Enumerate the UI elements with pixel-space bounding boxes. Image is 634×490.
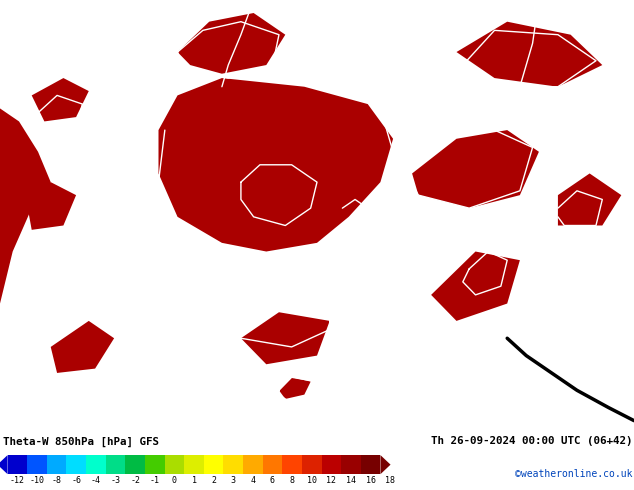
Text: -1: -1 — [150, 476, 160, 486]
Text: 18: 18 — [385, 476, 395, 486]
Text: -6: -6 — [71, 476, 81, 486]
Bar — [184, 455, 204, 474]
Polygon shape — [51, 321, 114, 373]
Text: -4: -4 — [91, 476, 101, 486]
Bar — [341, 455, 361, 474]
Text: 1: 1 — [191, 476, 197, 486]
Bar — [321, 455, 341, 474]
Bar — [223, 455, 243, 474]
Bar — [27, 455, 47, 474]
Bar — [145, 455, 165, 474]
Polygon shape — [412, 130, 539, 208]
Text: 3: 3 — [231, 476, 236, 486]
Bar — [243, 455, 262, 474]
Polygon shape — [235, 173, 317, 234]
Bar — [262, 455, 282, 474]
Text: -10: -10 — [30, 476, 44, 486]
Polygon shape — [558, 173, 621, 225]
Bar — [106, 455, 126, 474]
Polygon shape — [0, 108, 51, 304]
Text: Theta-W 850hPa [hPa] GFS: Theta-W 850hPa [hPa] GFS — [3, 437, 159, 447]
Polygon shape — [456, 22, 602, 87]
Polygon shape — [32, 78, 89, 122]
Text: 0: 0 — [172, 476, 177, 486]
Text: -2: -2 — [130, 476, 140, 486]
Text: -8: -8 — [51, 476, 61, 486]
Bar — [282, 455, 302, 474]
Bar — [361, 455, 380, 474]
Bar — [67, 455, 86, 474]
Text: 2: 2 — [211, 476, 216, 486]
Polygon shape — [158, 78, 393, 251]
Text: 4: 4 — [250, 476, 256, 486]
Text: -12: -12 — [10, 476, 25, 486]
Polygon shape — [241, 312, 330, 364]
Text: -3: -3 — [110, 476, 120, 486]
Text: 6: 6 — [270, 476, 275, 486]
Polygon shape — [380, 455, 391, 474]
Text: 8: 8 — [290, 476, 295, 486]
Polygon shape — [279, 377, 311, 399]
Text: 12: 12 — [327, 476, 337, 486]
Text: 14: 14 — [346, 476, 356, 486]
Bar — [86, 455, 106, 474]
Bar — [8, 455, 27, 474]
Bar — [165, 455, 184, 474]
Text: 10: 10 — [307, 476, 317, 486]
Polygon shape — [0, 455, 8, 474]
Polygon shape — [178, 13, 285, 74]
Bar — [47, 455, 67, 474]
Text: Th 26-09-2024 00:00 UTC (06+42): Th 26-09-2024 00:00 UTC (06+42) — [431, 437, 633, 446]
Bar — [126, 455, 145, 474]
Bar — [204, 455, 223, 474]
Polygon shape — [25, 182, 76, 230]
Text: 16: 16 — [366, 476, 375, 486]
Text: ©weatheronline.co.uk: ©weatheronline.co.uk — [515, 468, 633, 479]
Polygon shape — [431, 251, 520, 321]
Bar — [302, 455, 321, 474]
